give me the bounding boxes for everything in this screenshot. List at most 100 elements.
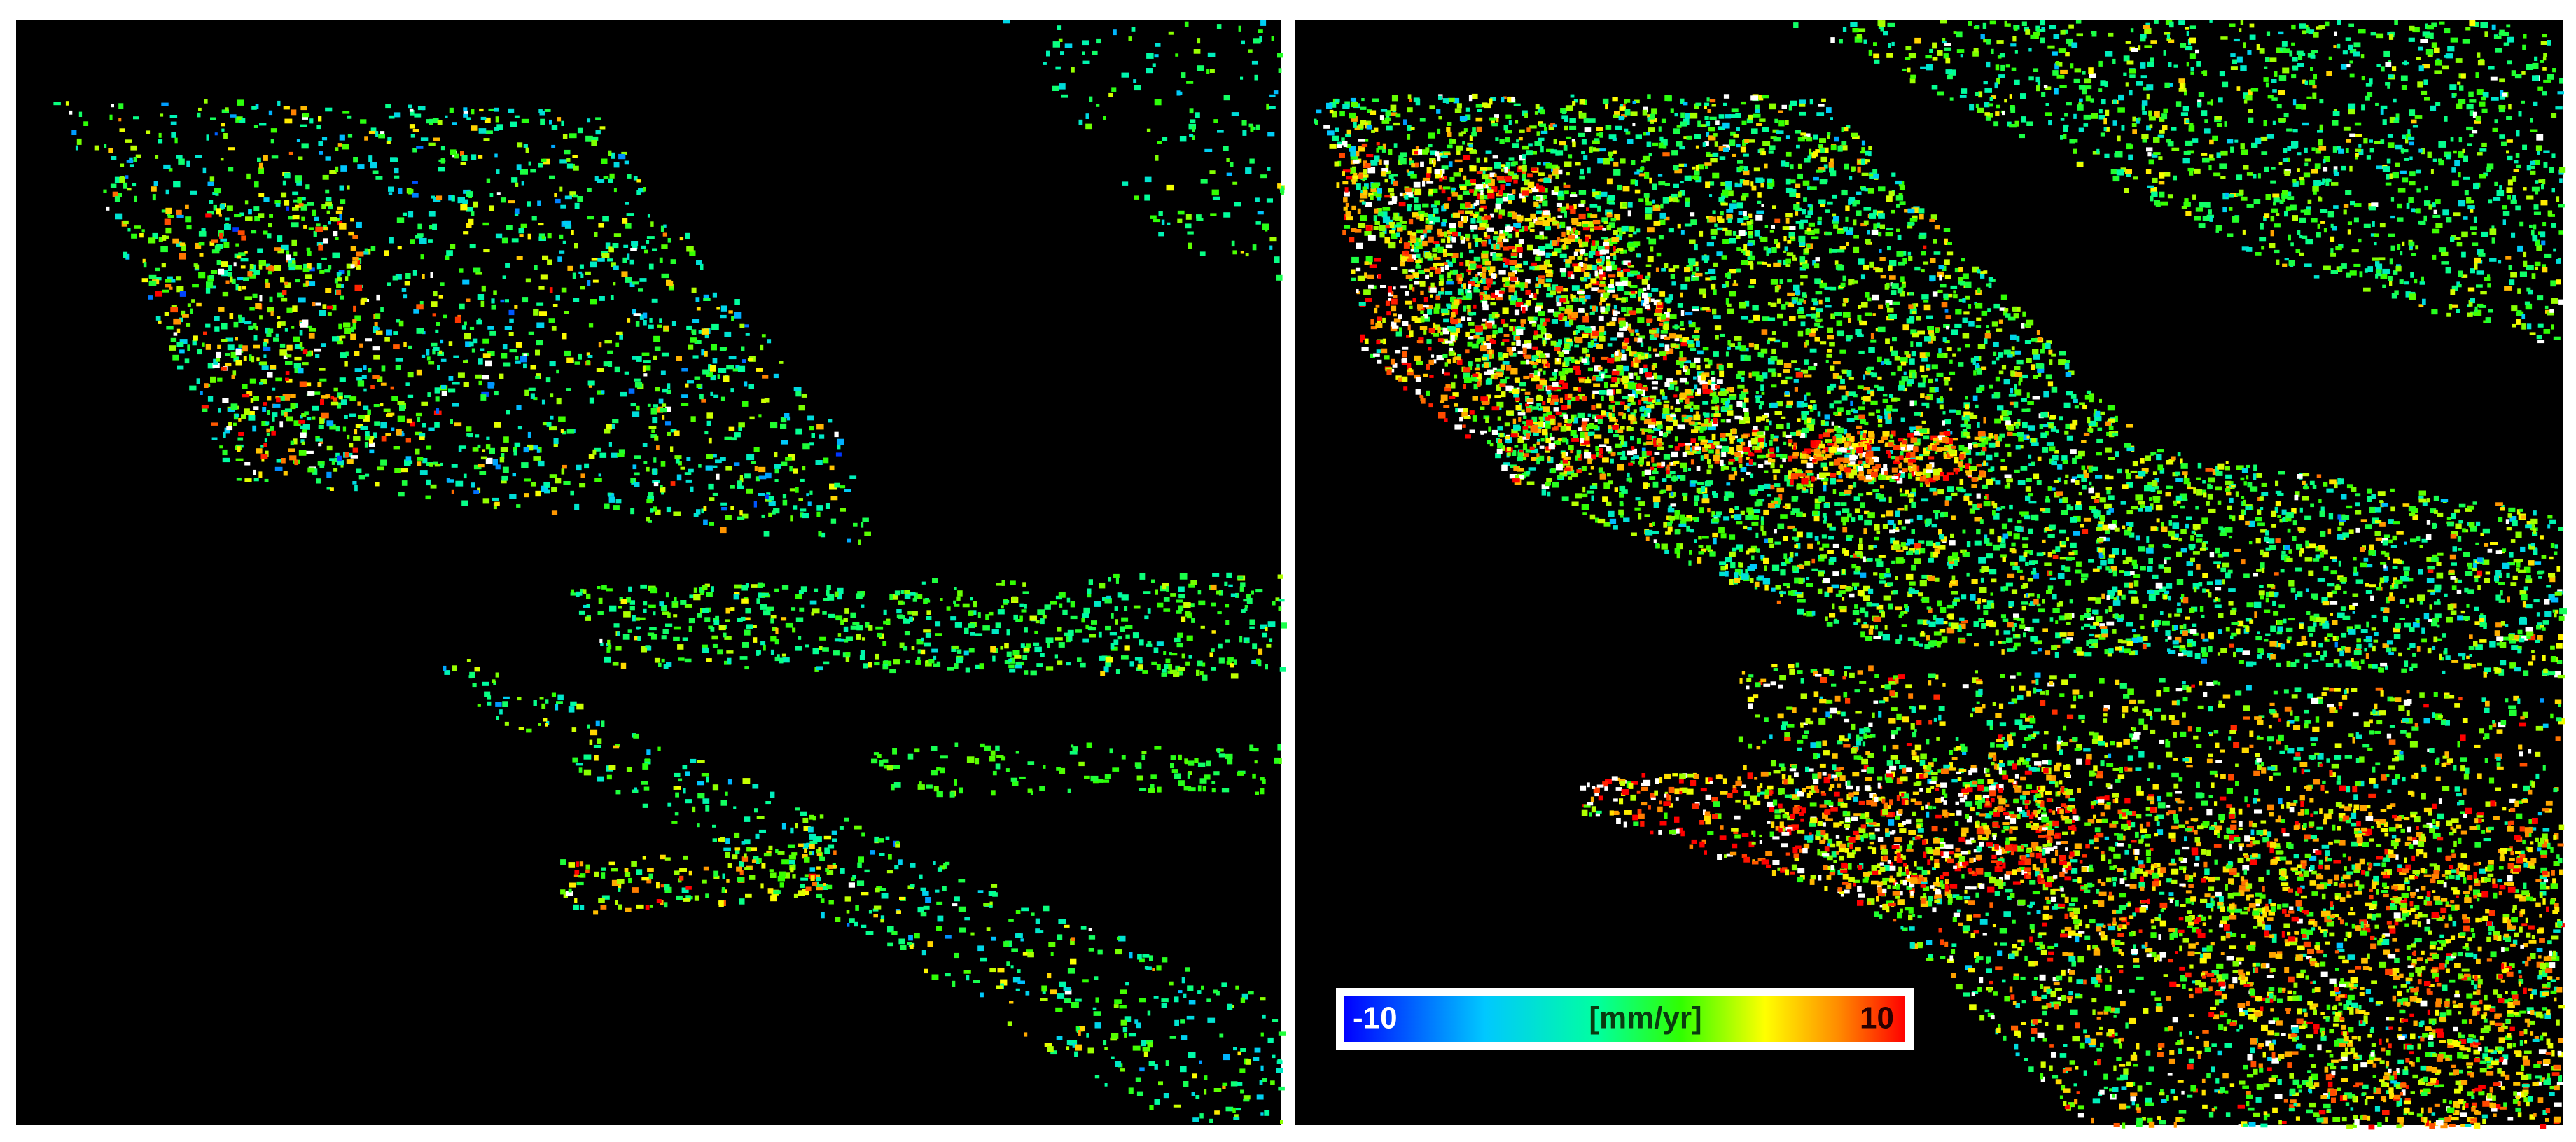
point: [988, 891, 996, 896]
point: [482, 498, 490, 504]
point: [449, 107, 454, 113]
point: [1004, 643, 1009, 649]
point: [152, 232, 158, 239]
point: [218, 214, 222, 217]
point: [1465, 233, 1471, 239]
point: [913, 592, 918, 599]
point: [339, 185, 344, 191]
point: [307, 391, 315, 396]
point: [1190, 119, 1196, 123]
point: [365, 434, 370, 441]
point: [755, 833, 760, 839]
point: [772, 627, 778, 631]
point: [284, 328, 288, 332]
point: [724, 636, 732, 640]
point: [357, 401, 361, 406]
point: [1708, 216, 1716, 223]
point: [560, 859, 566, 865]
point: [436, 322, 440, 326]
point: [416, 328, 424, 334]
point: [601, 585, 607, 590]
point: [1391, 95, 1398, 102]
point: [1211, 630, 1216, 634]
point: [828, 419, 833, 423]
point: [258, 265, 263, 270]
point: [238, 319, 242, 323]
point: [1241, 993, 1248, 1000]
point: [2042, 599, 2045, 604]
point: [293, 336, 300, 342]
point: [864, 869, 870, 873]
point: [139, 233, 144, 238]
point: [834, 591, 839, 597]
point: [898, 859, 903, 865]
point: [1605, 104, 1608, 110]
point: [634, 455, 641, 459]
point: [155, 316, 161, 321]
point: [202, 408, 208, 412]
point: [395, 365, 401, 370]
point: [739, 870, 744, 875]
point: [676, 895, 683, 900]
point: [1191, 618, 1195, 623]
point: [1113, 1004, 1119, 1008]
point: [393, 331, 398, 335]
point: [755, 476, 760, 482]
point: [2011, 346, 2015, 351]
point: [1546, 148, 1554, 152]
point: [189, 385, 197, 391]
point: [1830, 478, 1836, 485]
point: [297, 368, 304, 374]
point: [809, 840, 818, 844]
point: [499, 457, 505, 463]
point: [148, 295, 153, 300]
point: [2069, 599, 2073, 604]
point: [699, 592, 704, 595]
point: [374, 322, 378, 326]
point: [1204, 774, 1211, 780]
point: [705, 465, 713, 471]
point: [1818, 496, 1825, 502]
left-panel: [16, 20, 1281, 1125]
point: [288, 151, 293, 155]
point: [2225, 466, 2230, 471]
point: [472, 447, 479, 452]
point: [1716, 216, 1723, 221]
point: [1806, 583, 1813, 587]
point: [403, 342, 407, 347]
point: [888, 660, 892, 666]
point: [1650, 436, 1657, 440]
point: [190, 190, 197, 195]
point: [2225, 474, 2232, 479]
point: [388, 192, 393, 195]
point: [674, 786, 681, 790]
point: [319, 439, 323, 444]
point: [1213, 989, 1218, 994]
point: [178, 158, 185, 165]
point: [217, 344, 221, 349]
point: [1625, 131, 1631, 135]
point: [283, 106, 290, 110]
point: [1522, 196, 1526, 203]
point: [1253, 38, 1261, 44]
point: [258, 193, 265, 197]
point: [1161, 672, 1167, 677]
point: [1505, 137, 1510, 143]
point: [471, 125, 478, 131]
point: [495, 233, 503, 239]
point: [224, 427, 230, 434]
point: [410, 239, 415, 244]
point: [613, 162, 620, 168]
point: [515, 208, 520, 214]
point: [643, 320, 647, 326]
point: [862, 517, 869, 522]
point: [1441, 165, 1449, 170]
point: [711, 344, 717, 351]
point: [1842, 303, 1846, 307]
point: [306, 247, 311, 251]
point: [197, 349, 202, 355]
point: [632, 411, 640, 417]
point: [646, 466, 650, 472]
point: [1780, 569, 1786, 576]
point: [661, 244, 668, 249]
